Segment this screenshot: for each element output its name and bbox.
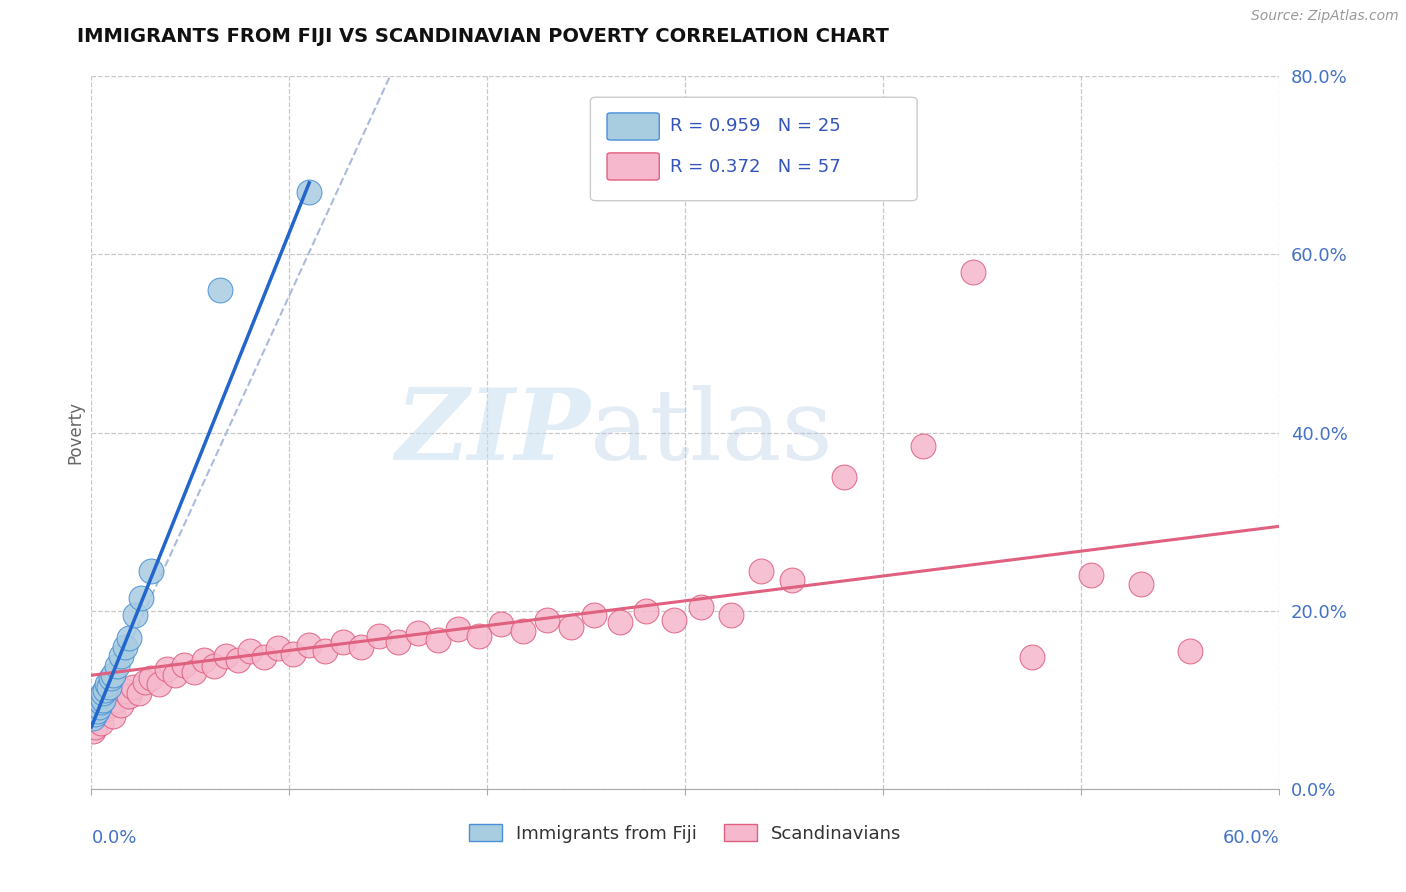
Point <box>782 573 804 587</box>
Point <box>105 659 128 673</box>
Point <box>447 622 470 636</box>
Point <box>86 704 108 718</box>
Point <box>239 644 262 658</box>
Point <box>720 608 742 623</box>
Point <box>209 283 232 297</box>
Point <box>84 706 107 721</box>
Point <box>215 648 238 663</box>
Point <box>609 615 631 629</box>
Point <box>406 626 429 640</box>
Point <box>266 641 288 656</box>
Point <box>583 608 606 623</box>
Point <box>110 648 132 663</box>
Point <box>91 693 114 707</box>
Legend: Immigrants from Fiji, Scandinavians: Immigrants from Fiji, Scandinavians <box>460 815 911 852</box>
Point <box>202 659 225 673</box>
Point <box>98 698 121 712</box>
Point <box>1080 568 1102 582</box>
Point <box>1180 644 1202 658</box>
Point <box>100 671 122 685</box>
Point <box>128 686 150 700</box>
Point <box>90 715 112 730</box>
Point <box>94 702 117 716</box>
Text: IMMIGRANTS FROM FIJI VS SCANDINAVIAN POVERTY CORRELATION CHART: IMMIGRANTS FROM FIJI VS SCANDINAVIAN POV… <box>77 27 889 45</box>
Text: atlas: atlas <box>591 384 834 481</box>
Point <box>468 629 491 643</box>
Point <box>101 709 124 723</box>
Point <box>536 613 558 627</box>
Point <box>89 693 111 707</box>
Point <box>163 668 186 682</box>
Text: 60.0%: 60.0% <box>1223 829 1279 847</box>
Point <box>387 635 409 649</box>
Text: R = 0.959   N = 25: R = 0.959 N = 25 <box>671 118 841 136</box>
Point <box>634 604 657 618</box>
Point <box>91 686 114 700</box>
Text: Source: ZipAtlas.com: Source: ZipAtlas.com <box>1251 9 1399 23</box>
Point <box>690 599 713 614</box>
Point <box>84 720 107 734</box>
Point <box>90 689 112 703</box>
Point <box>90 695 112 709</box>
Point <box>98 680 121 694</box>
Point <box>105 693 128 707</box>
Point <box>82 724 104 739</box>
Point <box>332 635 354 649</box>
Point <box>114 684 136 698</box>
Point <box>173 657 195 672</box>
FancyBboxPatch shape <box>591 97 917 201</box>
Point <box>298 638 321 652</box>
Point <box>134 675 156 690</box>
Point <box>89 700 111 714</box>
Point <box>253 650 276 665</box>
Y-axis label: Poverty: Poverty <box>66 401 84 464</box>
Point <box>82 711 104 725</box>
Point <box>84 702 107 716</box>
Point <box>129 591 152 605</box>
Point <box>139 671 162 685</box>
Point <box>367 629 389 643</box>
Point <box>114 640 136 654</box>
Point <box>156 662 179 676</box>
Point <box>94 682 117 697</box>
Point <box>560 620 582 634</box>
Point <box>193 653 215 667</box>
Point <box>426 632 449 647</box>
FancyBboxPatch shape <box>607 153 659 180</box>
Text: ZIP: ZIP <box>395 384 591 481</box>
Point <box>749 564 772 578</box>
Point <box>832 470 855 484</box>
Point <box>512 624 534 638</box>
FancyBboxPatch shape <box>607 113 659 140</box>
Point <box>101 668 124 682</box>
Point <box>139 564 162 578</box>
Point <box>183 665 205 679</box>
Point <box>118 689 141 703</box>
Point <box>962 265 984 279</box>
Point <box>350 640 373 654</box>
Point <box>110 698 132 712</box>
Point <box>283 647 305 661</box>
Point <box>491 617 513 632</box>
Point <box>122 680 145 694</box>
Point <box>96 677 118 691</box>
Point <box>662 613 685 627</box>
Text: R = 0.372   N = 57: R = 0.372 N = 57 <box>671 158 841 176</box>
Point <box>226 653 249 667</box>
Point <box>86 706 108 721</box>
Point <box>124 608 146 623</box>
Point <box>298 185 321 199</box>
Point <box>118 631 141 645</box>
Text: 0.0%: 0.0% <box>91 829 136 847</box>
Point <box>86 698 108 712</box>
Point <box>911 439 934 453</box>
Point <box>314 644 336 658</box>
Point <box>148 677 170 691</box>
Point <box>1129 577 1152 591</box>
Point <box>1021 650 1043 665</box>
